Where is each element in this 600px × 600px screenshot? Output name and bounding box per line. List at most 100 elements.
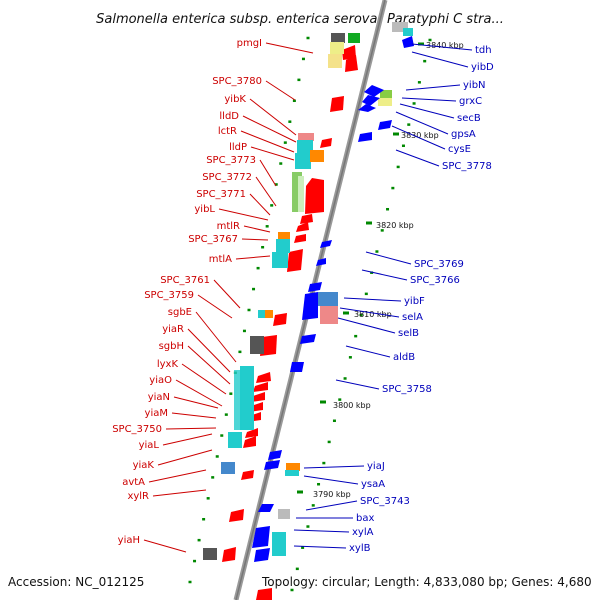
- forward-gene-label: lctR: [218, 126, 237, 137]
- label-leader-line: [165, 427, 217, 430]
- reverse-gene-label: yibD: [471, 62, 494, 73]
- label-leader-line: [157, 449, 213, 466]
- forward-gene-label: xylR: [127, 491, 149, 502]
- reverse-gene-label: cysE: [448, 144, 471, 155]
- reverse-gene-label: selB: [398, 328, 419, 339]
- reverse-gene-label: selA: [402, 312, 423, 323]
- label-leader-line: [305, 500, 358, 511]
- forward-gene-labels: pmgI SPC_3780 yibK lldD lctR lldP SPC_3773 SPC_…: [112, 38, 314, 553]
- label-leader-line: [303, 465, 365, 469]
- forward-genes: [222, 45, 358, 600]
- label-leader-line: [411, 51, 469, 68]
- label-leader-line: [187, 328, 231, 373]
- forward-gene-label: sgbH: [159, 341, 184, 352]
- label-leader-line: [365, 251, 412, 265]
- label-leader-line: [243, 225, 271, 233]
- label-leader-line: [152, 489, 207, 497]
- topology-label: Topology: circular; Length: 4,833,080 bp…: [261, 575, 592, 589]
- reverse-gene-label: SPC_3758: [382, 384, 432, 395]
- forward-gene-label: lldP: [229, 142, 247, 153]
- forward-gene-label: yiaH: [118, 535, 140, 546]
- forward-gene-label: yiaL: [139, 440, 160, 451]
- tick-ring-left: [188, 36, 310, 584]
- label-leader-line: [250, 146, 295, 161]
- kbp-tick-label: 3840 kbp: [426, 41, 464, 50]
- label-leader-line: [181, 363, 227, 395]
- reverse-gene-label: SPC_3769: [414, 259, 464, 270]
- reverse-gene-label: SPC_3778: [442, 161, 492, 172]
- label-leader-line: [249, 193, 271, 216]
- reverse-gene-label: SPC_3743: [360, 496, 410, 507]
- label-leader-line: [399, 103, 455, 119]
- label-leader-line: [343, 297, 402, 302]
- label-leader-line: [391, 125, 446, 150]
- forward-gene-label: yiaO: [149, 375, 172, 386]
- forward-gene-label: lyxK: [157, 359, 179, 370]
- reverse-genes: [252, 36, 414, 562]
- forward-gene-label: lldD: [219, 111, 239, 122]
- kbp-tick-label: 3800 kbp: [333, 401, 371, 410]
- reverse-gene-label: xylB: [349, 543, 371, 554]
- forward-gene-label: yiaK: [133, 460, 155, 471]
- reverse-gene-label: aldB: [393, 352, 415, 363]
- label-leader-line: [265, 80, 296, 101]
- forward-gene-label: mtlR: [217, 221, 240, 232]
- label-leader-line: [213, 279, 241, 309]
- label-leader-line: [303, 475, 359, 485]
- label-leader-line: [293, 529, 350, 533]
- map-title: Salmonella enterica subsp. enterica sero…: [96, 12, 504, 27]
- reverse-gene-labels: tdh yibD yibN grxC secB gpsA cysE SPC_3778 SPC_3…: [293, 43, 494, 554]
- label-leader-line: [255, 176, 277, 207]
- forward-gene-label: sgbE: [168, 307, 192, 318]
- reverse-gene-label: bax: [356, 513, 374, 524]
- label-leader-line: [337, 317, 396, 334]
- reverse-gene-label: yibF: [404, 296, 425, 307]
- forward-gene-label: mtlA: [209, 254, 232, 265]
- reverse-gene-label: yiaJ: [367, 461, 385, 472]
- forward-gene-label: SPC_3759: [144, 290, 194, 301]
- forward-gene-label: SPC_3761: [160, 275, 210, 286]
- reverse-gene-label: secB: [457, 113, 481, 124]
- label-leader-line: [235, 255, 271, 260]
- forward-gene-label: SPC_3772: [202, 172, 252, 183]
- label-leader-line: [218, 208, 269, 221]
- kbp-tick-label: 3830 kbp: [401, 131, 439, 140]
- label-leader-line: [240, 130, 295, 153]
- label-leader-line: [148, 469, 207, 483]
- label-leader-line: [197, 294, 233, 319]
- label-leader-line: [173, 396, 219, 409]
- forward-gene-label: avtA: [122, 477, 145, 488]
- reverse-gene-label: gpsA: [451, 129, 476, 140]
- feature-boxes: [203, 22, 413, 560]
- forward-gene-label: yiaR: [162, 324, 184, 335]
- label-leader-line: [395, 111, 449, 135]
- kbp-tick-label: 3790 kbp: [313, 490, 351, 499]
- reverse-gene-label: yibN: [463, 80, 486, 91]
- label-leader-line: [171, 412, 217, 419]
- label-leader-line: [345, 345, 391, 358]
- label-leader-line: [339, 307, 400, 318]
- accession-label: Accession: NC_012125: [8, 575, 144, 589]
- label-leader-line: [405, 84, 461, 91]
- forward-gene-label: yiaM: [145, 408, 168, 419]
- label-leader-line: [411, 43, 473, 51]
- reverse-gene-label: tdh: [475, 45, 492, 56]
- label-leader-line: [401, 97, 457, 102]
- label-leader-line: [265, 42, 314, 54]
- kbp-tick-label: 3810 kbp: [354, 310, 392, 319]
- forward-gene-label: SPC_3771: [196, 189, 246, 200]
- label-leader-line: [249, 98, 297, 136]
- label-leader-line: [162, 433, 213, 446]
- label-leader-line: [187, 345, 231, 385]
- label-leader-line: [241, 238, 269, 241]
- label-leader-line: [335, 379, 380, 390]
- forward-gene-label: SPC_3780: [212, 76, 262, 87]
- label-leader-line: [395, 149, 440, 167]
- forward-gene-label: yiaN: [148, 392, 170, 403]
- reverse-gene-label: xylA: [352, 527, 374, 538]
- forward-gene-label: yibL: [194, 204, 215, 215]
- label-leader-line: [143, 539, 187, 553]
- label-leader-line: [361, 269, 408, 281]
- reverse-gene-label: SPC_3766: [410, 275, 460, 286]
